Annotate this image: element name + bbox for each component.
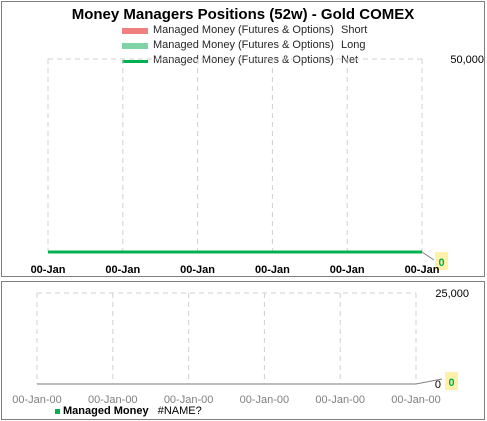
x-tick-label: 00-Jan [405, 264, 440, 276]
x-tick-label: 00-Jan-00 [315, 394, 365, 406]
bottom-legend-series: Managed Money [63, 405, 149, 417]
y-tick-label: 25,000 [435, 288, 469, 300]
value-callout-line [422, 252, 434, 260]
x-tick-label: 00-Jan [255, 264, 290, 276]
x-tick-label: 00-Jan [180, 264, 215, 276]
value-callout-label: 0 [448, 377, 454, 389]
x-tick-label: 00-Jan [330, 264, 365, 276]
x-tick-label: 00-Jan-00 [391, 394, 441, 406]
y-tick-label: 50,000 [450, 54, 484, 66]
x-tick-label: 00-Jan [31, 264, 66, 276]
y-tick-label: 0 [435, 379, 441, 391]
bottom-legend-swatch [55, 409, 60, 414]
x-tick-label: 00-Jan-00 [240, 394, 290, 406]
x-tick-label: 00-Jan [105, 264, 140, 276]
top-chart-panel: Money Managers Positions (52w) - Gold CO… [1, 1, 485, 277]
bottom-chart-panel: 25,000 0 0 00-Jan-00 00-Jan-00 00-Jan-00 00-Ja… [1, 281, 485, 420]
bottom-legend: Managed Money #NAME? [55, 405, 202, 417]
bottom-legend-value: #NAME? [158, 405, 202, 417]
